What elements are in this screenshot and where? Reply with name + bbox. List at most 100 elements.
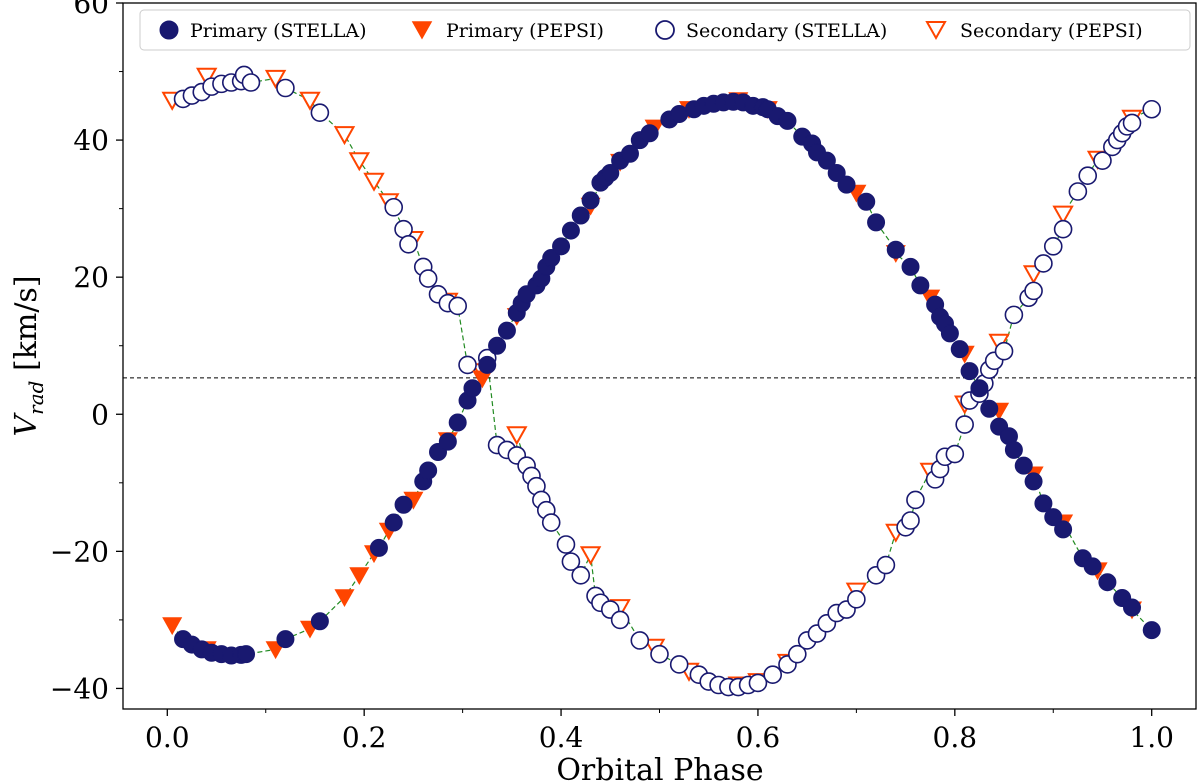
data-point-primary-stella [960, 362, 979, 381]
y-axis-label-unit: [km/s] [9, 275, 44, 380]
data-point-primary-stella [817, 151, 836, 170]
data-point-primary-stella [867, 213, 886, 232]
data-point-secondary-stella [630, 631, 650, 650]
data-point-primary-stella [463, 379, 482, 398]
data-point-secondary-stella [1053, 219, 1073, 239]
data-point-secondary-stella [901, 511, 920, 530]
series-primary-stella [174, 92, 1161, 665]
legend-entry-secondary-pepsi: Secondary (PEPSI) [925, 20, 1143, 42]
data-point-primary-stella [886, 240, 905, 259]
data-point-primary-pepsi [334, 589, 355, 608]
data-point-secondary-stella [955, 415, 974, 434]
data-point-primary-stella [950, 340, 969, 359]
data-point-primary-stella [384, 513, 403, 532]
series-secondary-pepsi [161, 67, 1143, 696]
legend-label-secondary-stella: Secondary (STELLA) [686, 20, 887, 42]
data-point-primary-stella [1014, 456, 1033, 475]
data-point-primary-stella [778, 111, 797, 130]
data-point-primary-stella [911, 276, 930, 295]
data-point-secondary-stella [1078, 166, 1098, 186]
data-point-primary-stella [857, 192, 876, 211]
data-point-secondary-stella [276, 78, 295, 98]
data-point-secondary-stella [669, 655, 689, 674]
legend-entry-primary-stella: Primary (STELLA) [159, 20, 366, 42]
legend-marker-secondary-pepsi [925, 21, 947, 41]
data-point-secondary-pepsi [264, 69, 287, 89]
data-point-secondary-pepsi [195, 67, 218, 87]
axis-ticks: 0.0 0.2 0.4 0.6 0.8 1.0 −40 −20 0 20 40 60 [50, 0, 1174, 754]
data-point-secondary-stella [541, 513, 561, 532]
data-point-primary-stella [940, 324, 959, 343]
data-point-primary-stella [1054, 520, 1073, 539]
data-point-primary-stella [837, 175, 856, 194]
data-point-primary-stella [310, 612, 329, 631]
x-tick-label: 0.2 [342, 721, 387, 754]
legend-marker-primary-stella [159, 20, 179, 40]
data-point-secondary-pepsi [579, 546, 602, 566]
data-point-secondary-pepsi [299, 91, 321, 111]
data-point-secondary-pepsi [333, 126, 356, 146]
data-point-primary-stella [620, 144, 639, 163]
data-point-secondary-stella [876, 555, 896, 575]
legend-entry-secondary-stella: Secondary (STELLA) [655, 20, 887, 42]
data-point-primary-stella [970, 379, 989, 398]
data-point-primary-stella [1142, 621, 1161, 640]
x-tick-label: 0.6 [736, 721, 781, 754]
data-point-primary-stella [571, 206, 590, 225]
data-point-secondary-stella [561, 552, 581, 571]
data-point-secondary-stella [994, 341, 1014, 361]
data-point-secondary-stella [610, 610, 630, 630]
data-point-primary-stella [581, 191, 600, 210]
data-point-secondary-stella [1043, 237, 1063, 256]
data-point-primary-stella [552, 237, 571, 256]
data-point-secondary-pepsi [363, 172, 385, 192]
data-point-primary-stella [640, 124, 659, 143]
data-point-primary-stella [478, 355, 497, 374]
data-point-secondary-stella [1122, 113, 1142, 133]
data-point-secondary-stella [448, 296, 467, 316]
legend-entry-primary-pepsi: Primary (PEPSI) [411, 20, 604, 42]
data-point-primary-stella [1123, 598, 1142, 617]
data-point-primary-stella [1024, 472, 1043, 491]
data-point-secondary-stella [1004, 305, 1024, 325]
x-axis-label: Orbital Phase [556, 753, 763, 783]
y-tick-label: −20 [50, 535, 109, 568]
data-point-secondary-stella [571, 566, 591, 585]
data-point-secondary-stella [1093, 151, 1112, 170]
data-points [161, 65, 1162, 697]
series-secondary-stella [173, 65, 1162, 697]
data-point-secondary-stella [384, 197, 404, 217]
x-tick-label: 0.4 [539, 721, 584, 754]
data-point-secondary-stella [556, 535, 576, 554]
data-point-secondary-stella [847, 590, 866, 609]
data-point-primary-stella [1044, 508, 1063, 527]
data-point-secondary-stella [310, 103, 330, 122]
data-point-secondary-stella [763, 665, 783, 685]
legend-marker-secondary-stella [655, 20, 675, 40]
data-point-secondary-stella [650, 644, 669, 664]
data-point-secondary-stella [1024, 281, 1043, 301]
data-point-primary-stella [1098, 573, 1117, 592]
data-point-secondary-stella [788, 644, 807, 664]
data-point-secondary-pepsi [1052, 205, 1074, 225]
data-point-secondary-stella [945, 444, 965, 464]
data-point-primary-stella [542, 248, 561, 267]
legend-label-primary-pepsi: Primary (PEPSI) [446, 20, 604, 42]
legend-label-primary-stella: Primary (STELLA) [190, 20, 366, 42]
data-point-secondary-pepsi [506, 426, 528, 446]
data-point-primary-stella [1034, 494, 1053, 513]
y-tick-label: 20 [73, 261, 109, 294]
y-axis-label-subscript: rad [24, 381, 48, 415]
legend: Primary (STELLA) Primary (PEPSI) Seconda… [139, 9, 1191, 51]
plot-frame [122, 2, 1197, 710]
model-curves [171, 73, 1153, 688]
x-tick-label: 1.0 [1129, 721, 1174, 754]
y-axis-label: Vrad [km/s] [9, 275, 48, 436]
data-point-secondary-stella [418, 269, 438, 288]
y-tick-label: −40 [50, 672, 109, 705]
data-point-secondary-stella [1068, 182, 1088, 201]
data-point-primary-stella [497, 321, 516, 340]
x-tick-label: 0.8 [933, 721, 978, 754]
data-point-secondary-stella [1142, 99, 1162, 119]
